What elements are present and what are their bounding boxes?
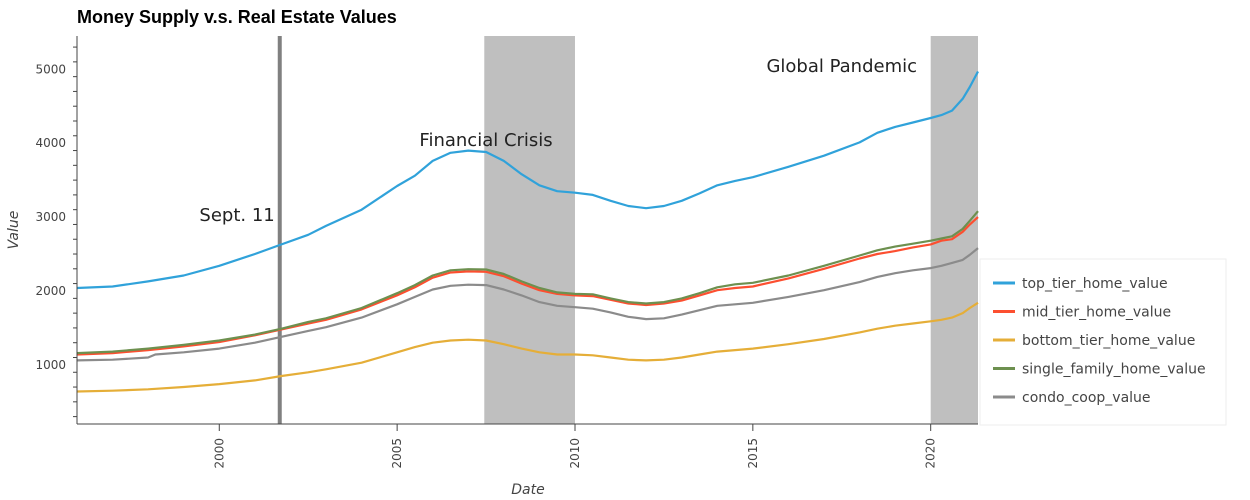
series-line-top_tier_home_value (76, 70, 979, 290)
annotation-label: Financial Crisis (419, 130, 552, 151)
y-axis-title: Value (6, 211, 22, 250)
legend-label-condo_coop_value: condo_coop_value (1022, 390, 1151, 406)
y-tick-label: 5000 (35, 62, 66, 76)
annotations: Sept. 11 Financial Crisis Global Pandemic (199, 56, 917, 226)
annotation-label: Global Pandemic (766, 56, 917, 77)
x-tick-label: 2000 (212, 438, 226, 469)
y-ticks: 1000 2000 3000 4000 5000 (35, 46, 77, 418)
series-line-mid_tier_home_value (76, 216, 979, 356)
series-line-bottom_tier_home_value (76, 301, 979, 393)
x-tick-label: 2020 (924, 438, 938, 469)
legend-label-top_tier_home_value: top_tier_home_value (1022, 276, 1168, 292)
axes (76, 36, 978, 425)
legend-box (979, 258, 1227, 426)
y-tick-label: 2000 (35, 284, 66, 298)
y-tick-label: 4000 (35, 136, 66, 150)
shaded-region (930, 36, 978, 424)
series-line-condo_coop_value (76, 247, 979, 362)
series-line-single_family_home_value (76, 210, 979, 355)
shaded-regions (484, 36, 978, 424)
x-axis-title: Date (511, 482, 544, 498)
shaded-region (484, 36, 575, 424)
x-tick-label: 2015 (746, 438, 760, 469)
x-tick-label: 2005 (390, 438, 404, 469)
legend-label-single_family_home_value: single_family_home_value (1022, 362, 1206, 378)
legend-label-bottom_tier_home_value: bottom_tier_home_value (1022, 333, 1195, 349)
x-tick-label: 2010 (568, 438, 582, 469)
legend-label-mid_tier_home_value: mid_tier_home_value (1022, 305, 1171, 321)
y-tick-label: 1000 (35, 358, 66, 372)
chart-title: Money Supply v.s. Real Estate Values (77, 7, 397, 27)
x-ticks: 2000 2005 2010 2015 2020 (212, 424, 938, 469)
y-tick-label: 3000 (35, 210, 66, 224)
annotation-label: Sept. 11 (199, 205, 274, 226)
series-lines (76, 70, 979, 393)
legend: top_tier_home_value mid_tier_home_valuebo… (979, 258, 1227, 426)
